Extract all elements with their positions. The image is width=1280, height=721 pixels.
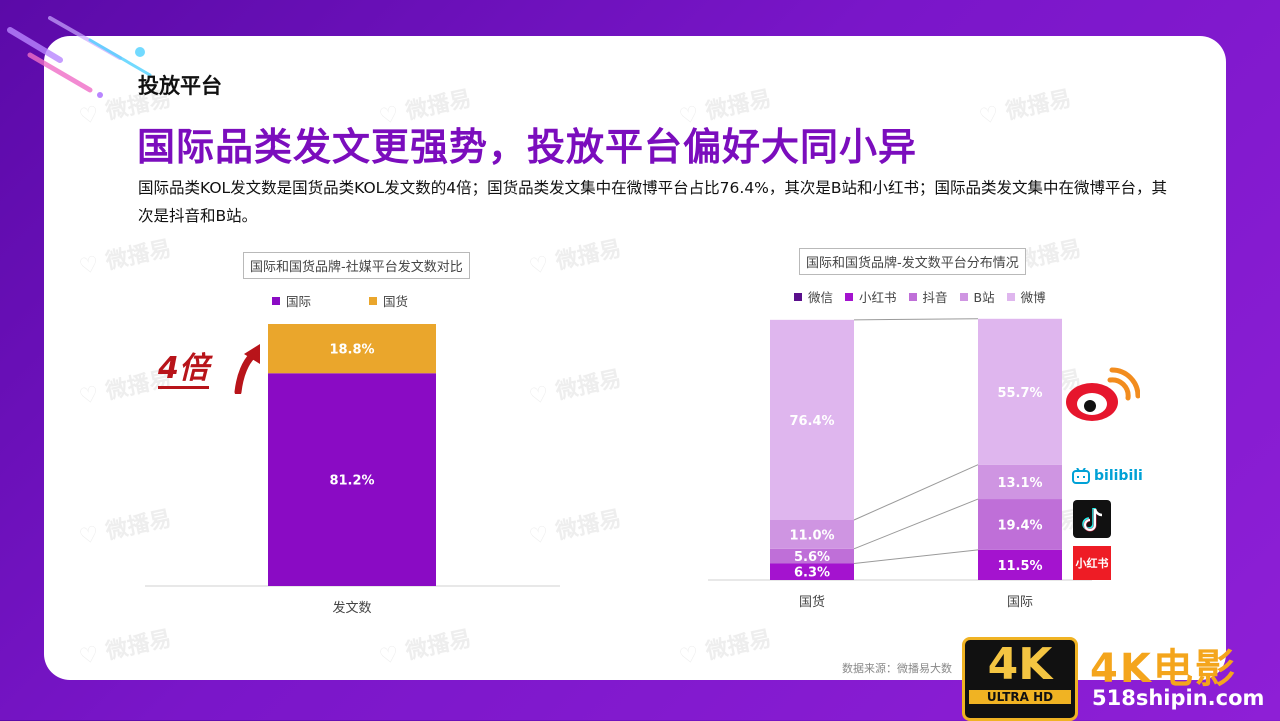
- corner-badge: 4K ULTRA HD 4K电影 518shipin.com: [958, 634, 1280, 721]
- connector-line: [853, 464, 979, 521]
- bar-label: 13.1%: [997, 476, 1042, 491]
- x-tick-label: 国货: [799, 594, 825, 610]
- connector-line: [853, 318, 979, 321]
- right-stacked-bar-chart: 6.3%5.6% 11.0% 76.4% 国货 11.5% 19.4% 13.1% 55.7%…: [708, 318, 1092, 610]
- data-source: 数据来源：微播易大数: [842, 662, 952, 675]
- legend-item-international: 国际: [272, 291, 311, 310]
- connector-line: [853, 549, 979, 564]
- right-chart-title: 国际和国货品牌-发文数平台分布情况: [799, 248, 1026, 275]
- weibo-logo-icon: [1066, 367, 1140, 421]
- xiaohongshu-logo-icon: 小红书: [1073, 546, 1111, 580]
- left-chart-title: 国际和国货品牌-社媒平台发文数对比: [243, 252, 470, 279]
- bar-segment: [978, 499, 1062, 550]
- douyin-logo-icon: [1073, 500, 1111, 538]
- bar-segment: [268, 324, 436, 374]
- legend-item: 微信: [794, 287, 833, 306]
- right-chart-legend: 微信 小红书 抖音 B站 微博: [794, 287, 1046, 306]
- left-stacked-bar-chart: 81.2% 18.8% 发文数: [145, 324, 560, 616]
- bar-segment: [978, 318, 1062, 465]
- bar-label: 55.7%: [997, 386, 1042, 401]
- bar-segment: [770, 563, 854, 580]
- bar-label: 81.2%: [329, 474, 374, 489]
- bar-segment: [770, 319, 854, 521]
- 4k-logo: 4K ULTRA HD: [962, 637, 1078, 721]
- legend-item: 抖音: [908, 287, 948, 306]
- left-chart-legend: 国际 国货: [272, 291, 408, 310]
- bar-label: 6.3%: [794, 566, 830, 581]
- legend-item: 小红书: [845, 287, 897, 306]
- connector-line: [853, 498, 979, 550]
- bar-segment: [770, 520, 854, 549]
- bar-label: 11.0%: [789, 528, 834, 543]
- bar-label: 76.4%: [789, 414, 834, 429]
- description-text: 国际品类KOL发文数是国货品类KOL发文数的4倍；国货品类发文集中在微博平台占比…: [138, 179, 1168, 225]
- legend-item: 微博: [1006, 287, 1046, 306]
- legend-item: B站: [959, 287, 995, 306]
- bar-segment: [770, 548, 854, 564]
- section-title: 投放平台: [138, 74, 222, 98]
- legend-item-domestic: 国货: [369, 291, 408, 310]
- x-tick-label: 发文数: [332, 600, 371, 616]
- bar-segment: [268, 373, 436, 586]
- badge-url: 518shipin.com: [1092, 686, 1265, 710]
- bar-label: 11.5%: [997, 559, 1042, 574]
- bar-label: 19.4%: [997, 518, 1042, 533]
- bar-segment: [978, 549, 1062, 580]
- badge-title: 4K电影: [1090, 646, 1237, 692]
- x-tick-label: 国际: [1007, 595, 1033, 610]
- bar-segment: [978, 464, 1062, 500]
- bar-label: 5.6%: [794, 550, 830, 565]
- page-headline: 国际品类发文更强势，投放平台偏好大同小异: [137, 125, 918, 169]
- four-times-annotation: 4倍: [158, 352, 209, 389]
- bar-label: 18.8%: [329, 343, 374, 358]
- bilibili-logo-icon: bilibili: [1072, 468, 1143, 484]
- decorative-streaks: [7, 16, 152, 98]
- up-arrow-icon: [234, 344, 260, 394]
